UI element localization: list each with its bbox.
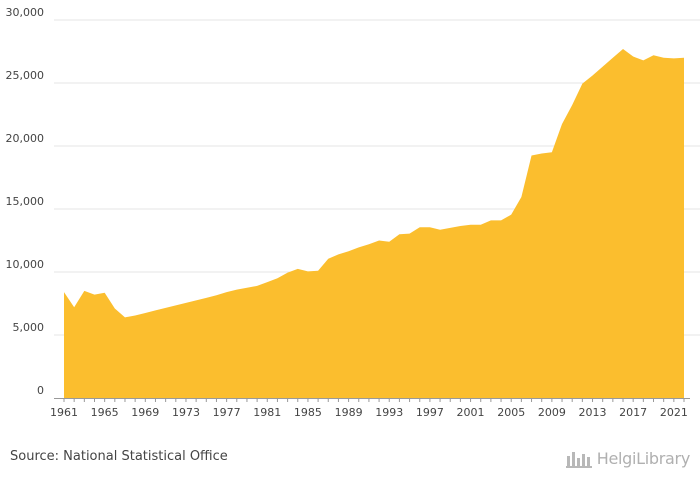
y-tick-label: 5,000 bbox=[13, 321, 45, 334]
x-tick-label: 2005 bbox=[497, 406, 525, 419]
y-tick-label: 20,000 bbox=[6, 132, 45, 145]
x-tick-label: 1985 bbox=[294, 406, 322, 419]
logo-text: HelgiLibrary bbox=[596, 448, 691, 468]
x-tick-label: 1993 bbox=[375, 406, 403, 419]
helgilibrary-logo[interactable]: HelgiLibrary bbox=[565, 446, 691, 470]
x-tick-label: 2009 bbox=[538, 406, 566, 419]
x-tick-label: 2013 bbox=[579, 406, 607, 419]
y-tick-label: 25,000 bbox=[6, 69, 45, 82]
y-tick-label: 15,000 bbox=[6, 195, 45, 208]
y-tick-label: 0 bbox=[37, 384, 44, 397]
x-tick-label: 1981 bbox=[253, 406, 281, 419]
x-tick-label: 1969 bbox=[131, 406, 159, 419]
y-tick-label: 30,000 bbox=[6, 6, 45, 19]
x-tick-label: 1997 bbox=[416, 406, 444, 419]
library-building-icon bbox=[565, 452, 592, 468]
x-tick-label: 1961 bbox=[50, 406, 78, 419]
x-tick-label: 2021 bbox=[660, 406, 688, 419]
x-tick-label: 1989 bbox=[335, 406, 363, 419]
area-chart: 0 5,000 10,000 15,000 20,000 25,000 30,000 196… bbox=[6, 6, 700, 419]
x-axis: 1961 1965 1969 1973 1977 1981 1985 1989 1993 1997… bbox=[50, 398, 690, 419]
x-tick-label: 2001 bbox=[457, 406, 485, 419]
y-axis: 0 5,000 10,000 15,000 20,000 25,000 30,000 bbox=[6, 6, 45, 397]
x-tick-label: 1973 bbox=[172, 406, 200, 419]
x-tick-label: 2017 bbox=[619, 406, 647, 419]
x-tick-label: 1977 bbox=[213, 406, 241, 419]
source-note: Source: National Statistical Office bbox=[10, 449, 228, 464]
area-series bbox=[64, 48, 684, 398]
x-tick-label: 1965 bbox=[91, 406, 119, 419]
y-tick-label: 10,000 bbox=[6, 258, 45, 271]
